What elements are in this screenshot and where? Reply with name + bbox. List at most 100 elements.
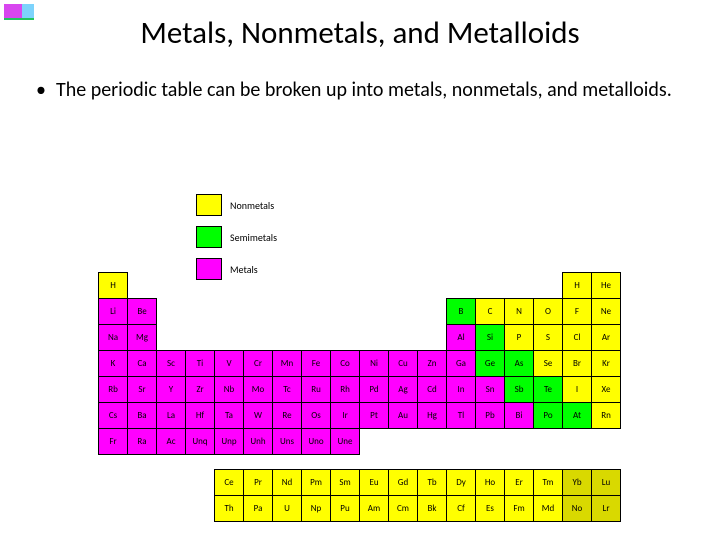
element-cell: Bi — [505, 403, 534, 429]
element-cell: Al — [447, 325, 476, 351]
empty-cell — [215, 325, 244, 351]
element-cell: Unq — [186, 429, 215, 455]
empty-cell — [447, 273, 476, 299]
element-cell: H — [563, 273, 592, 299]
element-cell: Br — [563, 351, 592, 377]
element-cell: V — [215, 351, 244, 377]
element-cell: Ar — [592, 325, 621, 351]
element-cell: O — [534, 299, 563, 325]
element-cell: Ba — [128, 403, 157, 429]
element-cell: Rb — [99, 377, 128, 403]
element-cell: K — [99, 351, 128, 377]
element-cell: U — [273, 496, 302, 522]
empty-cell — [534, 429, 563, 455]
element-cell: Nb — [215, 377, 244, 403]
element-cell: Cf — [447, 496, 476, 522]
empty-cell — [360, 273, 389, 299]
empty-cell — [418, 429, 447, 455]
element-cell: Am — [360, 496, 389, 522]
element-cell: Tm — [534, 470, 563, 496]
element-cell: Tl — [447, 403, 476, 429]
empty-cell — [331, 273, 360, 299]
element-cell: Xe — [592, 377, 621, 403]
element-cell: Be — [128, 299, 157, 325]
element-cell: Ac — [157, 429, 186, 455]
empty-cell — [476, 429, 505, 455]
empty-cell — [302, 299, 331, 325]
element-cell: Pu — [331, 496, 360, 522]
element-cell: Ru — [302, 377, 331, 403]
element-cell: Pd — [360, 377, 389, 403]
empty-cell — [215, 273, 244, 299]
bullet-line: • The periodic table can be broken up in… — [0, 60, 720, 107]
empty-cell — [273, 325, 302, 351]
element-cell: Ni — [360, 351, 389, 377]
element-cell: Pa — [244, 496, 273, 522]
empty-cell — [418, 273, 447, 299]
element-cell: Unp — [215, 429, 244, 455]
element-cell: Cr — [244, 351, 273, 377]
slide-logo — [4, 4, 34, 20]
element-cell: Co — [331, 351, 360, 377]
empty-cell — [273, 299, 302, 325]
element-cell: Y — [157, 377, 186, 403]
empty-cell — [418, 299, 447, 325]
element-cell: Cm — [389, 496, 418, 522]
empty-cell — [128, 273, 157, 299]
element-cell: Unh — [244, 429, 273, 455]
element-cell: S — [534, 325, 563, 351]
element-cell: Re — [273, 403, 302, 429]
empty-cell — [186, 299, 215, 325]
empty-cell — [302, 273, 331, 299]
element-cell: Es — [476, 496, 505, 522]
empty-cell — [360, 325, 389, 351]
lanthanide-block: CePrNdPmSmEuGdTbDyHoErTmYbLuThPaUNpPuAmC… — [214, 469, 621, 522]
element-cell: He — [592, 273, 621, 299]
element-cell: Rn — [592, 403, 621, 429]
empty-cell — [244, 273, 273, 299]
element-cell: Ga — [447, 351, 476, 377]
empty-cell — [331, 325, 360, 351]
element-cell: Sn — [476, 377, 505, 403]
element-cell: Te — [534, 377, 563, 403]
element-cell: F — [563, 299, 592, 325]
empty-cell — [186, 273, 215, 299]
empty-cell — [389, 325, 418, 351]
empty-cell — [505, 429, 534, 455]
element-cell: Ta — [215, 403, 244, 429]
element-cell: Na — [99, 325, 128, 351]
empty-cell — [534, 273, 563, 299]
element-cell: Sc — [157, 351, 186, 377]
element-cell: Mg — [128, 325, 157, 351]
empty-cell — [418, 325, 447, 351]
element-cell: H — [99, 273, 128, 299]
empty-cell — [157, 273, 186, 299]
element-cell: Cu — [389, 351, 418, 377]
element-cell: Ir — [331, 403, 360, 429]
empty-cell — [505, 273, 534, 299]
element-cell: Os — [302, 403, 331, 429]
element-cell: Np — [302, 496, 331, 522]
element-cell: Zn — [418, 351, 447, 377]
element-cell: N — [505, 299, 534, 325]
element-cell: Zr — [186, 377, 215, 403]
element-cell: Uno — [302, 429, 331, 455]
element-cell: La — [157, 403, 186, 429]
empty-cell — [215, 299, 244, 325]
periodic-table-wrap: HHHeLiBeBCNOFNeNaMgAlSiPSClArKCaScTiVCrM… — [98, 194, 621, 522]
element-cell: As — [505, 351, 534, 377]
element-cell: Ge — [476, 351, 505, 377]
element-cell: P — [505, 325, 534, 351]
element-cell: Cl — [563, 325, 592, 351]
element-cell: I — [563, 377, 592, 403]
element-cell: Tb — [418, 470, 447, 496]
element-cell: Fe — [302, 351, 331, 377]
element-cell: Er — [505, 470, 534, 496]
element-cell: Ca — [128, 351, 157, 377]
element-cell: Tc — [273, 377, 302, 403]
element-cell: Th — [215, 496, 244, 522]
element-cell: B — [447, 299, 476, 325]
element-cell: At — [563, 403, 592, 429]
element-cell: Mo — [244, 377, 273, 403]
element-cell: Dy — [447, 470, 476, 496]
